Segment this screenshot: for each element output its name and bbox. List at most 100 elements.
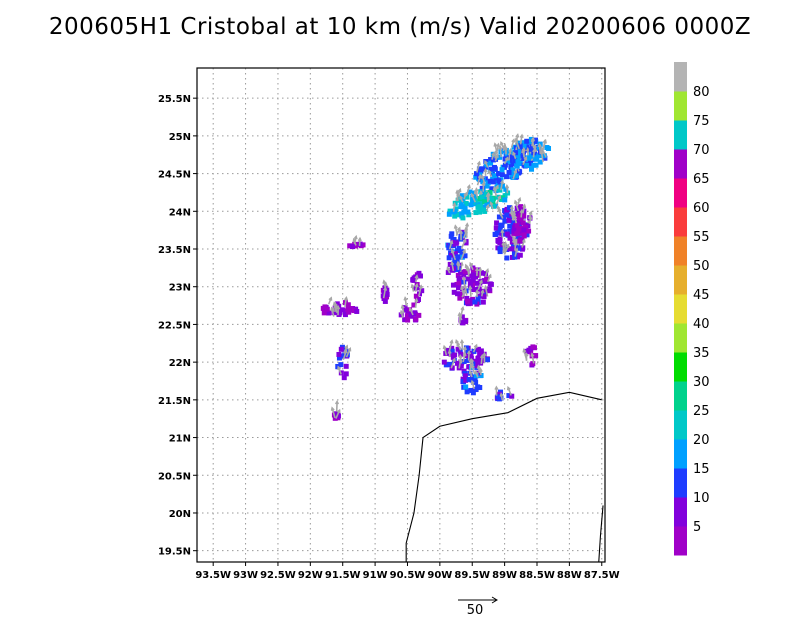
wind-cell [502, 197, 508, 203]
wind-region [450, 261, 494, 307]
vector-key-label: 50 [467, 603, 484, 618]
x-tick-label: 88.5W [519, 570, 555, 581]
y-tick-label: 24.5N [158, 170, 191, 181]
colorbar-swatch [674, 178, 687, 208]
colorbar-label: 35 [693, 346, 710, 361]
wind-arrow-head [479, 353, 485, 359]
wind-region [509, 133, 552, 172]
wind-cell [472, 199, 478, 205]
wind-arrow-head [494, 153, 499, 158]
x-tick-label: 91W [363, 570, 388, 581]
wind-arrow-head [414, 297, 419, 303]
wind-arrow [540, 147, 547, 158]
wind-arrow-head [447, 349, 452, 354]
wind-arrow [443, 345, 448, 356]
wind-arrow-head [462, 238, 467, 243]
wind-arrow-head [543, 139, 547, 144]
wind-arrow [495, 195, 501, 205]
wind-arrow-head [528, 210, 533, 215]
wind-arrow-head [468, 369, 473, 375]
wind-arrow-head [505, 184, 510, 189]
wind-arrow [540, 151, 544, 163]
wind-arrow [494, 143, 498, 154]
wind-cell [468, 353, 474, 359]
wind-region [494, 385, 515, 402]
wind-arrow-head [458, 357, 463, 363]
wind-cell [474, 362, 480, 368]
wind-arrow-head [482, 351, 487, 357]
wind-cell [490, 203, 496, 209]
wind-cell [514, 222, 520, 228]
wind-cell [412, 285, 418, 291]
wind-cell [477, 385, 483, 391]
wind-arrow [331, 407, 336, 419]
wind-arrow-head [414, 274, 419, 279]
wind-arrow [450, 358, 456, 369]
wind-cell [499, 172, 505, 178]
wind-arrow-head [519, 133, 524, 139]
wind-arrow-head [523, 155, 528, 161]
y-tick-label: 22N [169, 358, 191, 369]
wind-arrow-head [494, 385, 499, 390]
wind-cell [477, 351, 483, 357]
wind-cell [460, 215, 466, 221]
wind-cell [515, 154, 521, 160]
wind-cell [463, 345, 469, 351]
wind-cell [512, 224, 518, 230]
wind-arrow-head [478, 189, 484, 195]
wind-region [380, 279, 390, 304]
wind-arrow [531, 353, 535, 364]
wind-cell [530, 361, 536, 367]
wind-cell [334, 301, 340, 307]
wind-arrow-head [462, 248, 467, 254]
wind-cell [411, 302, 417, 308]
colorbar-label: 10 [693, 491, 710, 506]
wind-cell [474, 280, 480, 286]
wind-cell [339, 307, 345, 313]
wind-arrow-head [474, 370, 479, 375]
colorbar-swatch [674, 497, 687, 527]
wind-arrow-head [475, 288, 480, 294]
wind-arrow [448, 340, 453, 352]
y-tick-label: 24N [169, 207, 191, 218]
wind-arrow [459, 307, 464, 319]
wind-cell [521, 162, 527, 168]
wind-arrow-head [451, 357, 456, 362]
wind-region [335, 344, 352, 381]
wind-cell [523, 348, 529, 354]
wind-cell [459, 193, 465, 199]
wind-cell [461, 272, 467, 278]
wind-cell [524, 232, 530, 238]
wind-arrow-head [347, 347, 352, 352]
y-tick-label: 23.5N [158, 245, 191, 256]
wind-arrow-head [473, 189, 478, 195]
wind-arrow-head [403, 296, 408, 301]
wind-arrow-head [491, 151, 496, 157]
wind-cell [398, 312, 404, 318]
colorbar-swatch [674, 410, 687, 440]
wind-arrow-head [399, 309, 404, 315]
wind-cell [473, 210, 479, 216]
wind-cell [509, 172, 515, 178]
wind-cell [475, 346, 481, 352]
wind-cell [475, 204, 481, 210]
wind-arrow-head [533, 144, 537, 149]
wind-arrow-head [508, 147, 513, 153]
x-tick-label: 91.5W [325, 570, 361, 581]
wind-arrow [476, 175, 482, 186]
wind-cell [517, 238, 523, 244]
wind-cell [496, 214, 502, 220]
wind-cell [484, 276, 490, 282]
wind-arrow-head [500, 141, 504, 146]
wind-cell [524, 138, 530, 144]
wind-arrow-head [539, 149, 544, 155]
wind-cell [464, 389, 470, 395]
wind-cell [485, 357, 491, 363]
wind-arrow [344, 297, 348, 308]
wind-arrow-head [485, 203, 490, 209]
wind-arrow [342, 350, 348, 360]
colorbar-label: 25 [693, 404, 710, 419]
wind-cell [473, 373, 479, 379]
wind-cell [462, 205, 468, 211]
wind-cell [457, 295, 463, 301]
